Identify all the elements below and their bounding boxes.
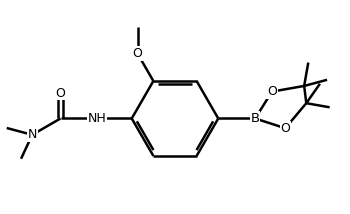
Text: O: O	[56, 87, 65, 100]
Text: O: O	[267, 85, 277, 98]
Text: O: O	[280, 122, 290, 135]
Text: B: B	[251, 112, 260, 125]
Text: N: N	[28, 128, 37, 141]
Text: NH: NH	[88, 112, 107, 125]
Text: O: O	[133, 47, 142, 60]
